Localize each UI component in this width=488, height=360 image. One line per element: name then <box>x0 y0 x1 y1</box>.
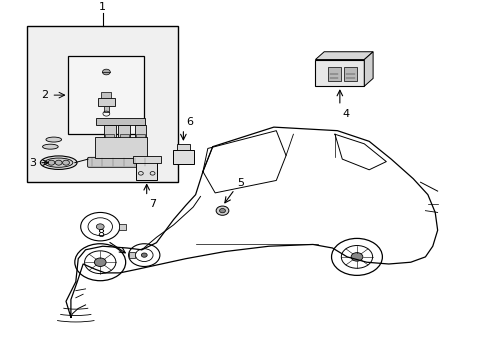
Text: 2: 2 <box>41 90 48 100</box>
Circle shape <box>219 208 225 213</box>
Text: 6: 6 <box>185 117 192 127</box>
Bar <box>120 134 128 137</box>
Circle shape <box>96 224 104 230</box>
Bar <box>27 26 178 182</box>
Ellipse shape <box>44 158 73 167</box>
Bar <box>102 92 111 98</box>
Bar <box>136 134 144 137</box>
Bar <box>105 134 114 137</box>
Bar <box>315 59 364 86</box>
Bar <box>133 156 161 163</box>
Circle shape <box>55 160 62 165</box>
Bar <box>98 98 115 107</box>
Bar <box>119 224 126 230</box>
Text: 4: 4 <box>342 109 349 120</box>
Circle shape <box>141 253 147 257</box>
Text: 8: 8 <box>97 229 104 239</box>
Circle shape <box>102 69 110 75</box>
Polygon shape <box>315 52 372 59</box>
Bar <box>96 118 145 125</box>
Bar <box>343 67 357 81</box>
Bar <box>176 144 190 150</box>
Circle shape <box>62 160 69 165</box>
Circle shape <box>216 206 228 215</box>
Circle shape <box>48 160 55 165</box>
Bar <box>128 252 135 258</box>
Ellipse shape <box>40 156 77 170</box>
Polygon shape <box>364 52 372 86</box>
Text: 5: 5 <box>237 177 244 188</box>
Text: 7: 7 <box>149 199 156 209</box>
Bar <box>104 107 108 112</box>
Bar <box>103 125 115 137</box>
Bar <box>172 150 194 164</box>
Text: 1: 1 <box>99 1 106 12</box>
Bar <box>134 125 146 137</box>
FancyBboxPatch shape <box>87 157 154 167</box>
Bar <box>136 161 157 180</box>
Circle shape <box>350 253 362 261</box>
Bar <box>68 56 144 134</box>
Bar <box>327 67 341 81</box>
Bar <box>95 137 146 158</box>
Text: 3: 3 <box>29 158 36 168</box>
Ellipse shape <box>46 137 61 142</box>
Ellipse shape <box>42 144 58 149</box>
Bar <box>118 125 130 137</box>
Circle shape <box>94 258 106 266</box>
